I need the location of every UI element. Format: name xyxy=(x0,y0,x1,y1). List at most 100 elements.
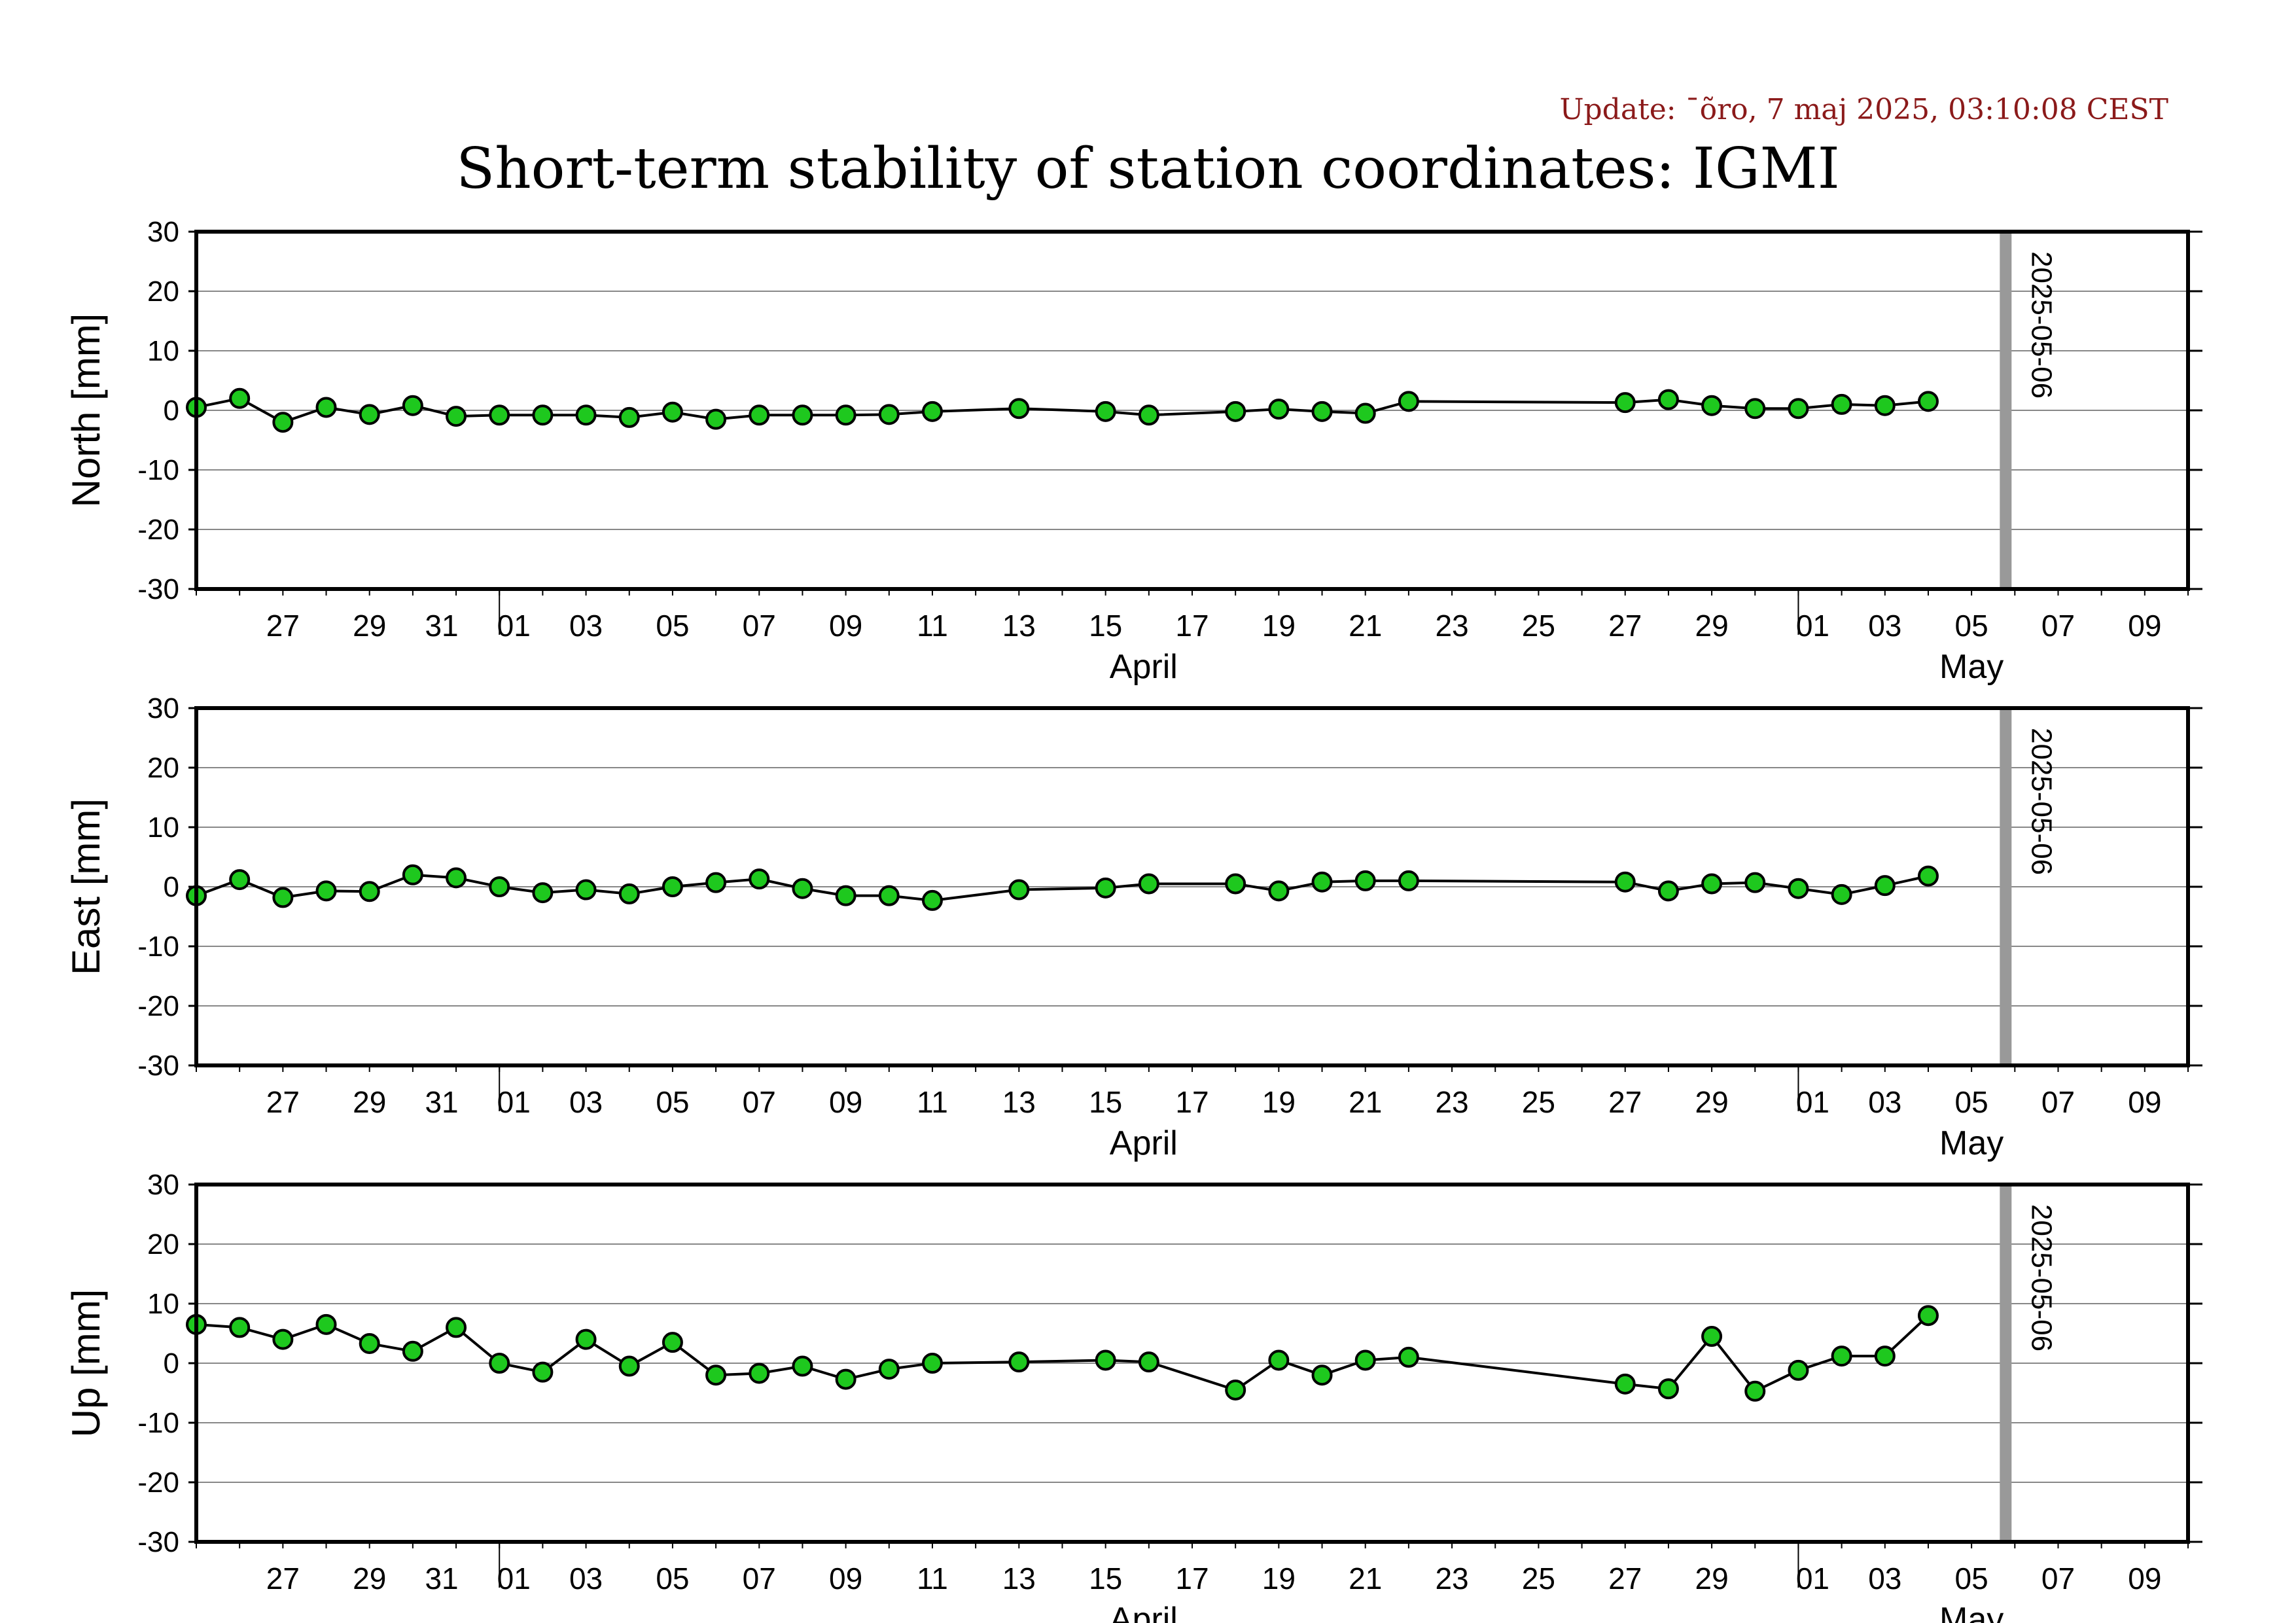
y-tick-label: -10 xyxy=(137,454,179,486)
x-tick-label: 09 xyxy=(829,1085,862,1119)
data-point xyxy=(1225,1379,1246,1400)
x-tick-label: 03 xyxy=(1868,1561,1901,1596)
x-tick-label: 05 xyxy=(656,1561,689,1596)
x-tick-label: 17 xyxy=(1175,609,1209,643)
data-point xyxy=(446,867,467,889)
x-tick-label: 07 xyxy=(2041,1085,2075,1119)
x-tick-label: 29 xyxy=(1695,1561,1729,1596)
data-point xyxy=(1225,401,1246,422)
x-tick-label: 29 xyxy=(353,609,386,643)
x-tick-label: 17 xyxy=(1175,1085,1209,1119)
x-tick-label: 15 xyxy=(1089,1085,1122,1119)
x-tick-label: 07 xyxy=(2041,1561,2075,1596)
x-tick-label: 07 xyxy=(2041,609,2075,643)
month-label: May xyxy=(1939,648,2004,686)
x-tick-label: 13 xyxy=(1002,1085,1036,1119)
x-tick-label: 23 xyxy=(1435,609,1468,643)
data-point xyxy=(532,1361,554,1383)
data-point xyxy=(1657,1378,1679,1400)
data-point xyxy=(1268,399,1290,420)
data-point xyxy=(489,876,510,897)
data-point xyxy=(1225,873,1246,895)
data-point xyxy=(1008,1351,1030,1373)
x-tick-label: 13 xyxy=(1002,1561,1036,1596)
x-tick-label: 21 xyxy=(1349,1085,1382,1119)
x-tick-label: 01 xyxy=(497,1561,531,1596)
x-tick-label: 15 xyxy=(1089,1561,1122,1596)
data-point xyxy=(1398,391,1419,412)
data-point xyxy=(402,1340,423,1362)
x-tick-label: 09 xyxy=(2128,1085,2161,1119)
data-point xyxy=(1398,1346,1419,1368)
data-point xyxy=(749,404,770,426)
data-point xyxy=(359,1332,380,1354)
x-tick-label: 25 xyxy=(1522,1561,1555,1596)
y-tick-label: 0 xyxy=(164,395,179,427)
data-point xyxy=(1744,1380,1766,1402)
series-line xyxy=(196,873,1929,902)
x-tick-label: 21 xyxy=(1349,1561,1382,1596)
y-tick-label: -30 xyxy=(137,1050,179,1082)
y-tick-label: 10 xyxy=(147,1288,179,1320)
data-point xyxy=(1095,401,1116,422)
y-tick-label: 30 xyxy=(147,216,179,248)
x-tick-label: 29 xyxy=(353,1561,386,1596)
data-point xyxy=(1701,873,1723,895)
data-point xyxy=(662,1332,683,1353)
y-tick-label: 0 xyxy=(164,871,179,903)
x-tick-label: 01 xyxy=(1796,1561,1829,1596)
data-point xyxy=(921,401,943,422)
data-point xyxy=(1614,871,1636,893)
x-tick-label: 05 xyxy=(656,1085,689,1119)
x-tick-label: 01 xyxy=(497,609,531,643)
data-point xyxy=(402,395,423,416)
x-tick-label: 03 xyxy=(1868,609,1901,643)
data-point xyxy=(1917,391,1939,412)
x-tick-label: 29 xyxy=(1695,609,1729,643)
y-tick-label: -30 xyxy=(137,1526,179,1558)
data-point xyxy=(1008,879,1030,901)
data-point xyxy=(705,1364,727,1386)
data-point xyxy=(1874,395,1896,416)
data-point xyxy=(878,1359,900,1380)
x-tick-label: 09 xyxy=(829,609,862,643)
x-tick-label: 05 xyxy=(656,609,689,643)
x-tick-label: 03 xyxy=(1868,1085,1901,1119)
data-point xyxy=(1744,872,1766,893)
x-tick-label: 25 xyxy=(1522,1085,1555,1119)
data-point xyxy=(575,1329,597,1350)
data-point xyxy=(705,872,727,893)
data-point xyxy=(835,885,857,906)
x-tick-label: 09 xyxy=(2128,1561,2161,1596)
data-point xyxy=(489,1353,510,1374)
y-tick-label: -10 xyxy=(137,1407,179,1439)
x-tick-label: 31 xyxy=(425,1561,458,1596)
data-point xyxy=(402,864,423,885)
x-tick-label: 03 xyxy=(569,1561,603,1596)
x-tick-label: 03 xyxy=(569,609,603,643)
data-point xyxy=(446,1317,467,1338)
data-point xyxy=(1614,392,1636,414)
data-point xyxy=(1788,1359,1809,1381)
x-tick-label: 31 xyxy=(425,609,458,643)
x-tick-label: 21 xyxy=(1349,609,1382,643)
data-point xyxy=(662,876,683,897)
data-point xyxy=(921,889,943,911)
data-point xyxy=(446,406,467,427)
y-axis-label: Up [mm] xyxy=(64,1289,108,1438)
x-tick-label: 25 xyxy=(1522,609,1555,643)
x-tick-label: 11 xyxy=(917,609,948,643)
x-tick-label: 05 xyxy=(1955,609,1988,643)
data-point xyxy=(662,401,683,423)
series-line xyxy=(196,1314,1930,1393)
month-label: April xyxy=(1110,648,1178,686)
data-point xyxy=(835,1368,857,1390)
data-point xyxy=(1831,883,1852,905)
current-date-label: 2025-05-06 xyxy=(2025,728,2057,875)
data-point xyxy=(1917,1305,1939,1327)
y-tick-label: -30 xyxy=(137,573,179,605)
x-tick-label: 13 xyxy=(1002,609,1036,643)
data-point xyxy=(1744,398,1766,419)
